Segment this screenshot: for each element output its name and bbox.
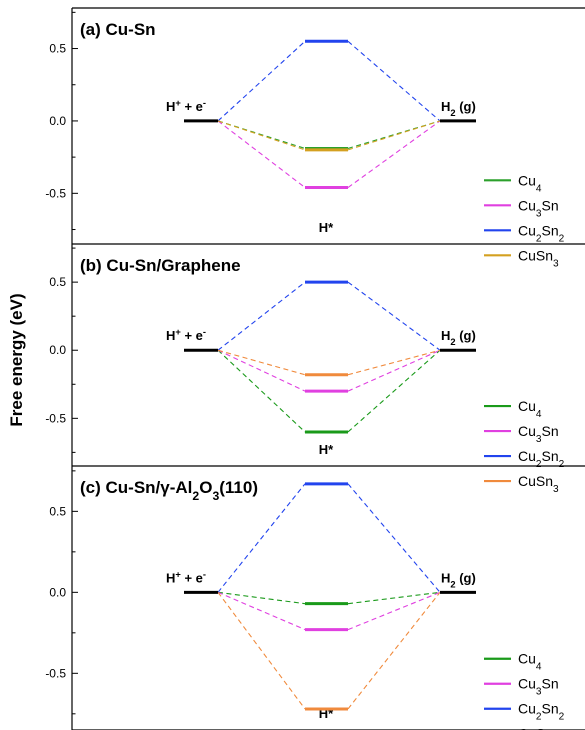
y-tick-label: -0.5 bbox=[45, 411, 66, 425]
connector-line bbox=[347, 120, 441, 188]
legend-label: CuSn3 bbox=[518, 726, 559, 730]
panel-title: (a) Cu-Sn bbox=[80, 20, 156, 39]
connector-line bbox=[347, 591, 441, 605]
connector-line bbox=[347, 591, 441, 710]
legend-label: Cu4 bbox=[518, 398, 542, 420]
legend-label: Cu3Sn bbox=[518, 676, 559, 698]
state-label-intermediate: H* bbox=[319, 442, 334, 457]
legend-label: Cu2Sn2 bbox=[518, 448, 565, 470]
state-label-initial: H+ + e- bbox=[166, 569, 206, 585]
state-label-intermediate: H* bbox=[319, 220, 334, 235]
connector-line bbox=[217, 349, 306, 392]
connector-line bbox=[347, 120, 441, 151]
connector-line bbox=[217, 592, 306, 710]
connector-line bbox=[217, 349, 306, 433]
y-axis-label: Free energy (eV) bbox=[7, 293, 26, 426]
state-label-final: H2 (g) bbox=[441, 99, 476, 118]
connector-line bbox=[347, 40, 441, 122]
panel-c: -0.5 0.0 0.5 (c) Cu-Sn/γ-Al2O3(110) H+ + e- H… bbox=[45, 466, 585, 730]
legend-label: Cu2Sn2 bbox=[518, 701, 565, 723]
state-label-initial: H+ + e- bbox=[166, 327, 206, 343]
legend-label: CuSn3 bbox=[518, 247, 559, 269]
y-tick-label: -0.5 bbox=[45, 666, 66, 680]
connector-line bbox=[347, 349, 441, 376]
connector-line bbox=[347, 349, 441, 433]
y-tick-label: 0.5 bbox=[49, 504, 66, 518]
connector-line bbox=[217, 591, 306, 605]
panel-b: -0.5 0.0 0.5 (b) Cu-Sn/Graphene H+ + e- H2 (g… bbox=[45, 244, 585, 495]
state-label-final: H2 (g) bbox=[441, 328, 476, 347]
state-label-initial: H+ + e- bbox=[166, 98, 206, 114]
panel-a: -0.5 0.0 0.5 (a) Cu-Sn H+ + e- H2 (g) H* Cu4 Cu3… bbox=[45, 7, 585, 269]
connector-line bbox=[347, 281, 441, 351]
panel-title: (c) Cu-Sn/γ-Al2O3(110) bbox=[80, 478, 258, 503]
connector-line bbox=[217, 40, 306, 122]
connector-line bbox=[217, 120, 306, 188]
y-tick-label: 0.5 bbox=[49, 42, 66, 56]
legend-label: Cu4 bbox=[518, 651, 542, 673]
connector-line bbox=[217, 349, 306, 376]
connector-line bbox=[217, 591, 306, 631]
y-tick-label: 0.0 bbox=[49, 343, 66, 357]
legend-label: Cu3Sn bbox=[518, 423, 559, 445]
legend-label: Cu4 bbox=[518, 172, 542, 194]
legend-label: Cu3Sn bbox=[518, 197, 559, 219]
connector-line bbox=[217, 483, 306, 593]
state-label-final: H2 (g) bbox=[441, 570, 476, 589]
panels: -0.5 0.0 0.5 (a) Cu-Sn H+ + e- H2 (g) H* Cu4 Cu3… bbox=[45, 7, 585, 730]
connector-line bbox=[347, 483, 441, 593]
connector-line bbox=[347, 349, 441, 392]
connector-line bbox=[347, 120, 441, 149]
connector-line bbox=[217, 281, 306, 351]
y-tick-label: 0.0 bbox=[49, 585, 66, 599]
panel-title: (b) Cu-Sn/Graphene bbox=[80, 256, 241, 275]
y-tick-label: 0.5 bbox=[49, 275, 66, 289]
legend-label: CuSn3 bbox=[518, 473, 559, 495]
legend-label: Cu2Sn2 bbox=[518, 222, 565, 244]
y-tick-label: 0.0 bbox=[49, 114, 66, 128]
connector-line bbox=[217, 120, 306, 151]
connector-line bbox=[217, 120, 306, 149]
y-tick-label: -0.5 bbox=[45, 186, 66, 200]
